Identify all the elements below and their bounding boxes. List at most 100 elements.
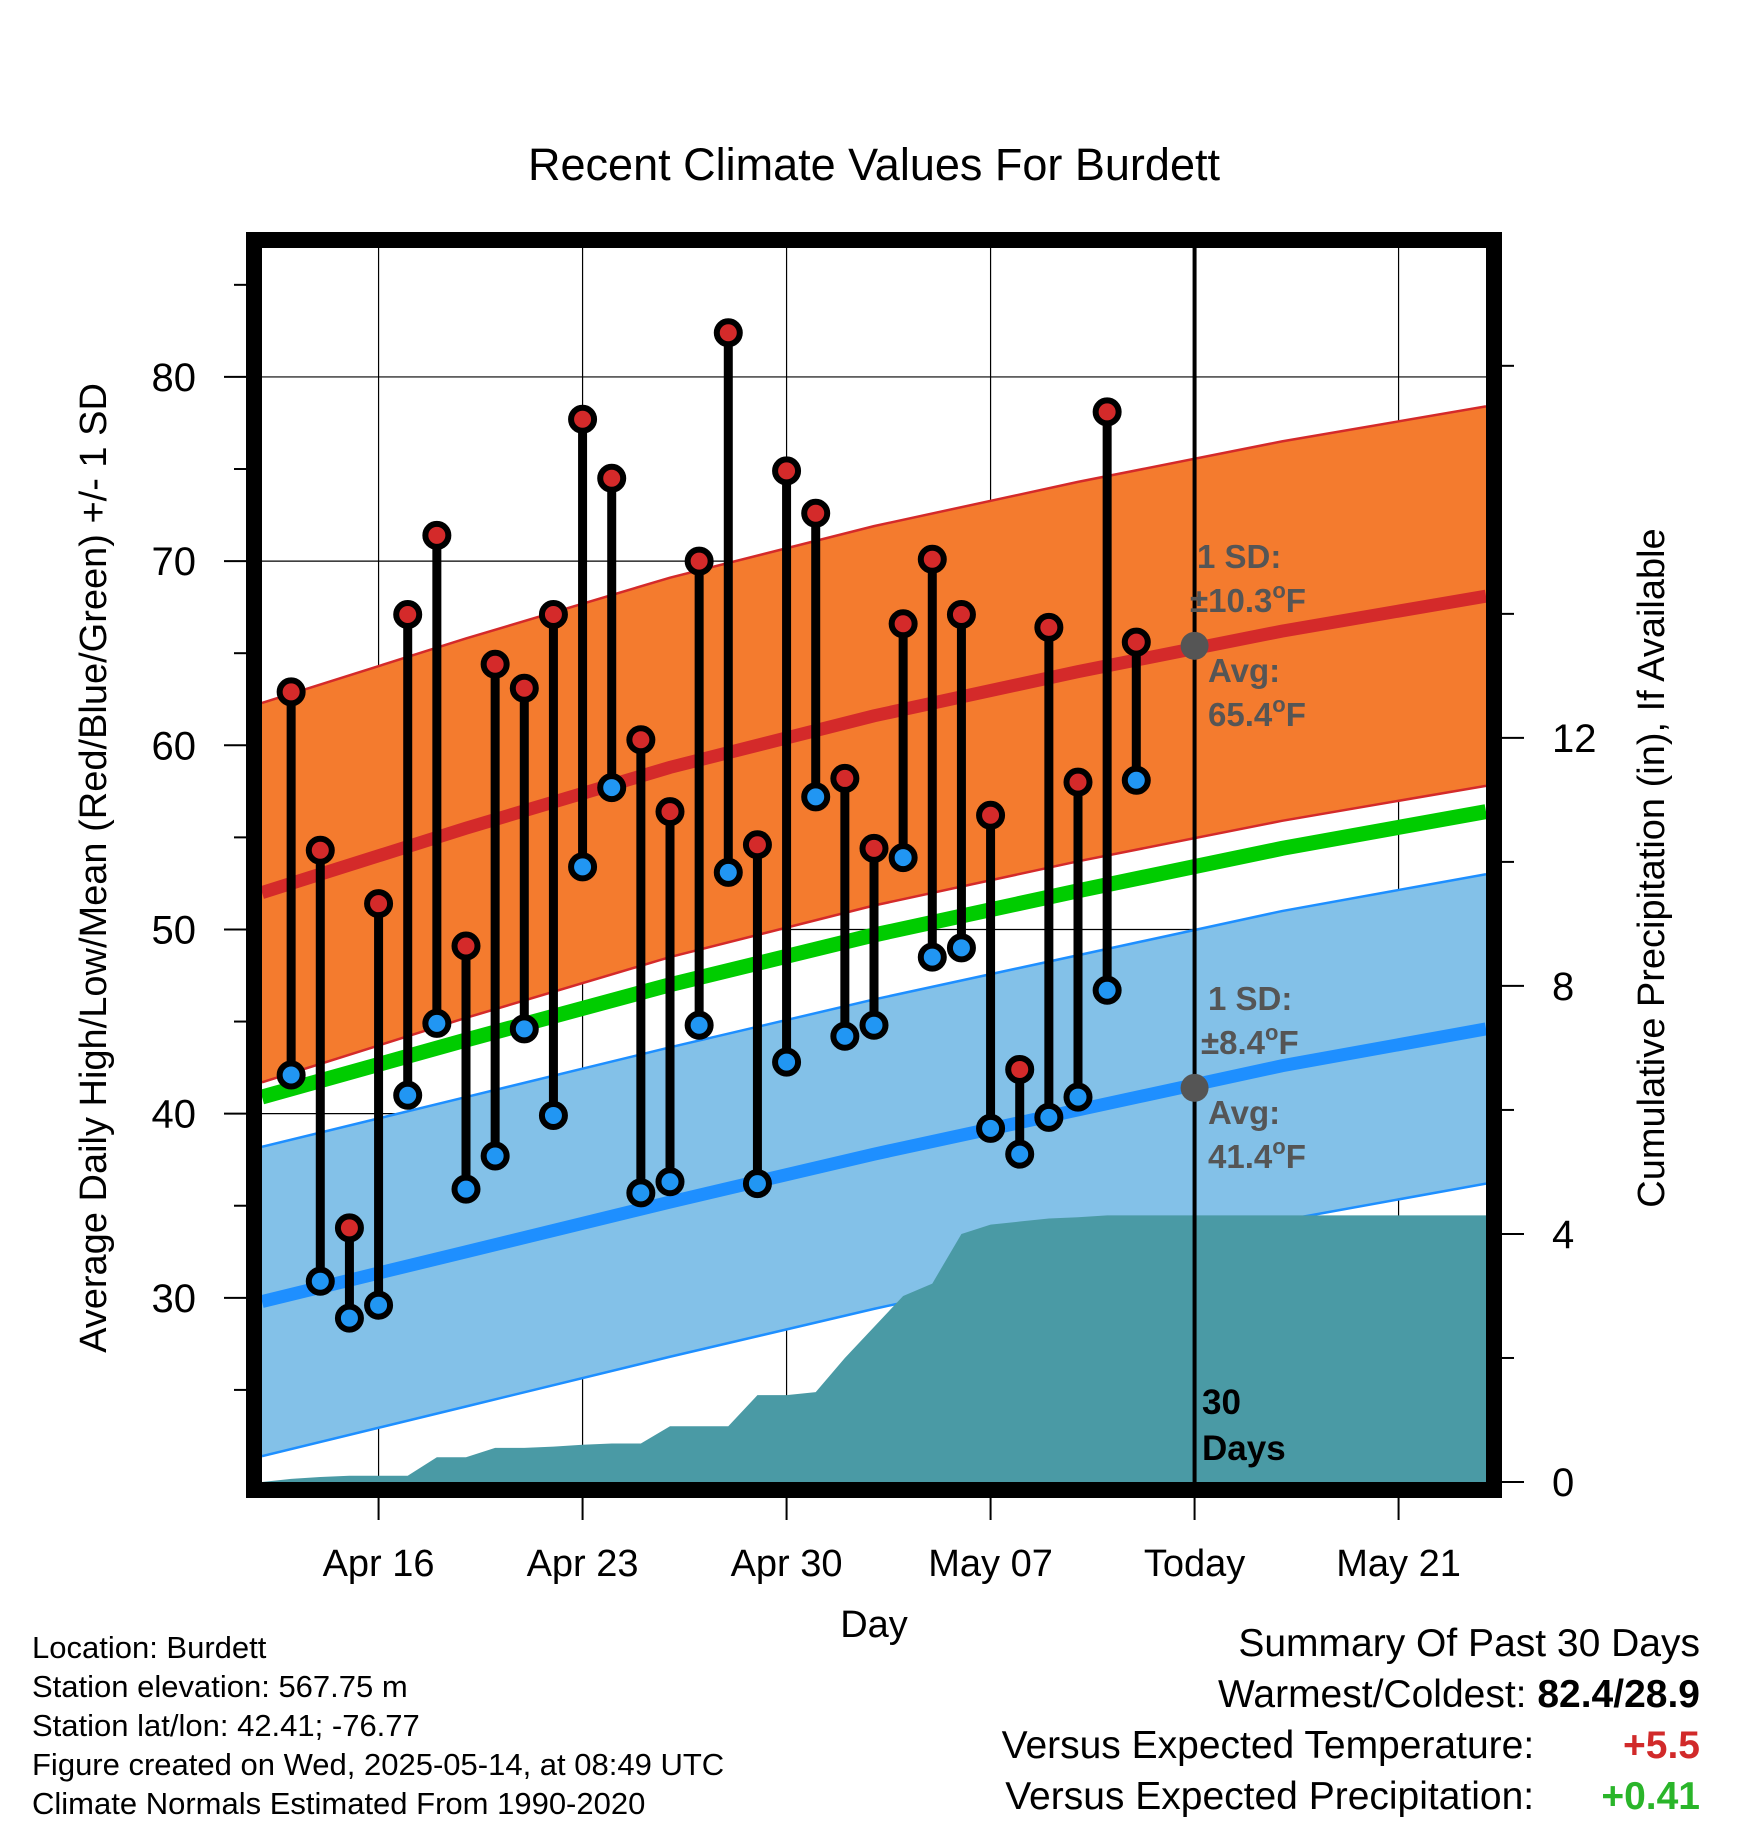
daily-high-point xyxy=(538,600,568,630)
normals-text: Climate Normals Estimated From 1990-2020 xyxy=(32,1786,646,1821)
daily-low-point xyxy=(655,1167,685,1197)
daily-low-point xyxy=(1005,1139,1035,1169)
low-avg-label: Avg: xyxy=(1208,1094,1280,1131)
daily-high-point xyxy=(626,725,656,755)
today-days-label: 30 Days xyxy=(1202,1383,1286,1468)
daily-low-point xyxy=(1063,1082,1093,1112)
daily-high-point xyxy=(684,546,714,576)
daily-high-point xyxy=(742,830,772,860)
daily-high-point xyxy=(1121,627,1151,657)
x-tick-label: Apr 30 xyxy=(731,1543,843,1585)
daily-low-point xyxy=(364,1290,394,1320)
precip-label: Versus Expected Precipitation: xyxy=(1005,1775,1535,1818)
y2-tick-label: 8 xyxy=(1552,965,1574,1009)
daily-low-point xyxy=(888,843,918,873)
daily-low-point xyxy=(1121,765,1151,795)
y-tick-label: 80 xyxy=(152,356,197,400)
daily-low-point xyxy=(568,852,598,882)
y-tick-label: 30 xyxy=(152,1277,197,1321)
daily-high-point xyxy=(1063,767,1093,797)
high-normal-line xyxy=(262,589,1486,899)
daily-high-point xyxy=(888,609,918,639)
daily-high-point xyxy=(393,600,423,630)
x-tick-label: Today xyxy=(1144,1543,1245,1585)
high-sd-band xyxy=(262,406,1486,1083)
temp-value: +5.5 xyxy=(1623,1724,1700,1767)
elevation-text: Station elevation: 567.75 m xyxy=(32,1669,408,1704)
summary-temp-row: Versus Expected Temperature: +5.5 xyxy=(1002,1720,1700,1771)
y2-axis-label: Cumulative Precipitation (in), If Availa… xyxy=(1631,528,1673,1207)
summary-precip-row: Versus Expected Precipitation: +0.41 xyxy=(1002,1771,1700,1822)
high-sd-upper-line xyxy=(262,405,1486,705)
series-group xyxy=(262,405,1486,1482)
daily-high-point xyxy=(1034,612,1064,642)
daily-low-point xyxy=(1092,975,1122,1005)
daily-low-point xyxy=(684,1010,714,1040)
x-tick-label: May 21 xyxy=(1336,1543,1461,1585)
daily-low-point xyxy=(976,1113,1006,1143)
temp-label: Versus Expected Temperature: xyxy=(1001,1724,1535,1767)
y-axis-label: Average Daily High/Low/Mean (Red/Blue/Gr… xyxy=(73,383,115,1353)
warmest-label: Warmest/Coldest: xyxy=(1218,1673,1527,1716)
y-tick-label: 40 xyxy=(152,1093,197,1137)
daily-low-point xyxy=(305,1266,335,1296)
daily-high-point xyxy=(305,835,335,865)
x-tick-label: Apr 16 xyxy=(323,1543,435,1585)
low-normal-line xyxy=(262,1022,1486,1308)
daily-low-point xyxy=(509,1014,539,1044)
y2-tick-label: 0 xyxy=(1552,1461,1574,1505)
precip-value: +0.41 xyxy=(1601,1775,1700,1818)
low-sd-label: 1 SD: xyxy=(1208,980,1292,1017)
y-tick-label: 50 xyxy=(152,908,197,952)
high-avg-label: Avg: xyxy=(1208,652,1280,689)
daily-low-point xyxy=(422,1008,452,1038)
summary-title: Summary Of Past 30 Days xyxy=(1238,1622,1700,1665)
daily-high-point xyxy=(859,833,889,863)
daily-high-point xyxy=(451,931,481,961)
low-avg-marker xyxy=(1180,1073,1209,1102)
x-axis-label: Day xyxy=(840,1604,908,1646)
latlon-text: Station lat/lon: 42.41; -76.77 xyxy=(32,1708,420,1743)
daily-high-point xyxy=(568,404,598,434)
x-tick-label: May 07 xyxy=(928,1543,1053,1585)
daily-high-point xyxy=(422,520,452,550)
summary-warmest-row: Warmest/Coldest: 82.4/28.9 xyxy=(1002,1669,1700,1720)
daily-low-point xyxy=(1034,1102,1064,1132)
daily-high-point xyxy=(509,673,539,703)
daily-low-point xyxy=(713,857,743,887)
plot-frame xyxy=(246,232,1502,1498)
low-avg-value: 41.4oF xyxy=(1208,1134,1306,1175)
high-avg-marker xyxy=(1180,631,1209,660)
daily-low-point xyxy=(801,782,831,812)
daily-low-point xyxy=(393,1080,423,1110)
low-sd-value: ±8.4oF xyxy=(1201,1020,1299,1061)
daily-high-point xyxy=(830,763,860,793)
daily-high-point xyxy=(801,498,831,528)
daily-high-point xyxy=(946,600,976,630)
summary-panel: Summary Of Past 30 Days Warmest/Coldest:… xyxy=(1002,1618,1700,1822)
daily-high-point xyxy=(976,800,1006,830)
daily-low-point xyxy=(538,1100,568,1130)
daily-high-point xyxy=(597,463,627,493)
created-text: Figure created on Wed, 2025-05-14, at 08… xyxy=(32,1747,725,1782)
daily-high-point xyxy=(364,889,394,919)
warmest-value: 82.4/28.9 xyxy=(1537,1673,1700,1716)
precipitation-area xyxy=(262,1215,1486,1482)
daily-low-point xyxy=(946,933,976,963)
daily-low-point xyxy=(772,1047,802,1077)
daily-low-point xyxy=(626,1178,656,1208)
y2-tick-label: 4 xyxy=(1552,1213,1574,1257)
station-info: Location: Burdett Station elevation: 567… xyxy=(32,1628,724,1823)
daily-high-point xyxy=(276,677,306,707)
daily-low-point xyxy=(480,1141,510,1171)
daily-low-point xyxy=(917,942,947,972)
chart-title: Recent Climate Values For Burdett xyxy=(528,139,1220,190)
low-sd-band xyxy=(262,874,1486,1457)
daily-low-point xyxy=(451,1174,481,1204)
daily-high-point xyxy=(917,544,947,574)
daily-low-point xyxy=(742,1169,772,1199)
daily-high-point xyxy=(480,649,510,679)
daily-high-point xyxy=(1092,397,1122,427)
high-sd-value: ±10.3oF xyxy=(1190,578,1306,619)
